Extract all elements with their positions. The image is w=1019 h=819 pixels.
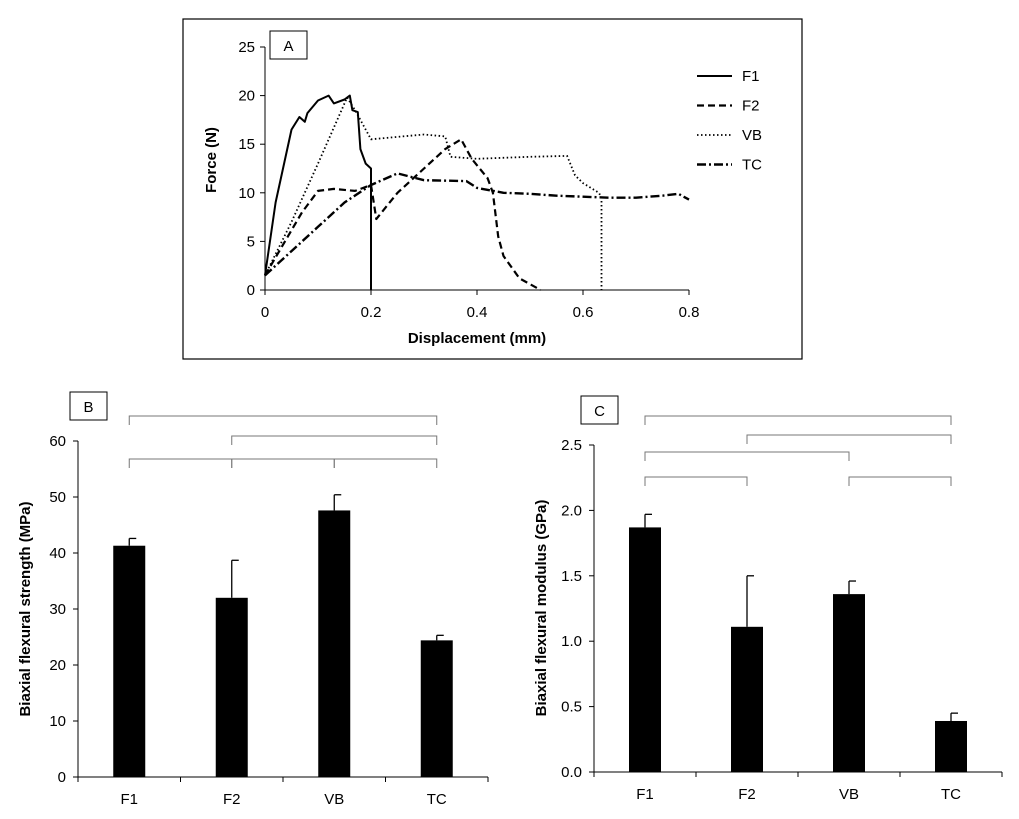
panel-b-bar-tc: [420, 640, 453, 777]
panel-a: A Displacement (mm) Force (N) 0 5 10 15 20 25…: [203, 30, 762, 347]
panel-a-y-tick-label: 25: [238, 39, 255, 56]
panel-b-bar-f1: [113, 545, 146, 777]
panel-b-significance-bracket: [128, 415, 438, 425]
panel-b: B Biaxial flexural strength (MPa) 0 10 20 3…: [17, 391, 489, 808]
panel-a-label: A: [283, 38, 293, 55]
panel-a-y-tick-label: 5: [247, 233, 255, 250]
panel-c-bar-f1: [629, 527, 661, 772]
panel-a-x-tick-label: 0.2: [361, 304, 382, 321]
panel-a-x-tick-label: 0.4: [467, 304, 488, 321]
panel-a-label-box: [269, 30, 308, 60]
panel-c-significance-bracket: [644, 415, 952, 425]
panel-b-bar-vb: [318, 510, 351, 777]
panel-c-y-tick-label: 1.0: [561, 633, 582, 650]
panel-c-significance-bracket: [644, 451, 850, 461]
panel-b-x-tick-label: F2: [223, 791, 241, 808]
panel-a-y-tick-label: 0: [247, 282, 255, 299]
panel-a-frame: [182, 18, 803, 360]
panel-c-y-tick-label: 2.0: [561, 502, 582, 519]
legend-label-tc: TC: [742, 157, 762, 174]
panel-c-x-tick-label: VB: [839, 786, 859, 803]
panel-c-y-tick-label: 0.5: [561, 699, 582, 716]
legend-label-f1: F1: [742, 68, 760, 85]
series-line-f2: [264, 138, 542, 291]
panel-b-label: B: [83, 399, 93, 416]
series-line-vb: [264, 96, 603, 290]
panel-b-x-tick-label: F1: [120, 791, 138, 808]
panel-c-y-tick-label: 0.0: [561, 764, 582, 781]
panel-a-x-tick-label: 0.6: [573, 304, 594, 321]
panel-c-label: C: [594, 403, 605, 420]
panel-c-significance-bracket: [848, 476, 952, 486]
panel-c-x-tick-label: F2: [738, 786, 756, 803]
panel-b-y-tick-label: 40: [49, 545, 66, 562]
panel-a-x-axis-title: Displacement (mm): [408, 330, 546, 347]
panel-b-significance-bracket: [128, 458, 233, 468]
panel-c: C Biaxial flexural modulus (GPa) 0.0 0.5 1…: [533, 395, 1003, 803]
panel-c-bar-tc: [935, 720, 967, 772]
panel-c-label-box: [580, 395, 619, 425]
panel-c-y-tick-label: 1.5: [561, 568, 582, 585]
panel-b-bar-f2: [215, 597, 248, 777]
panel-c-bar-vb: [833, 594, 865, 772]
panel-b-label-box: [69, 391, 108, 421]
series-line-tc: [264, 172, 690, 277]
panel-c-significance-bracket: [644, 476, 748, 486]
panel-b-y-axis-title: Biaxial flexural strength (MPa): [17, 501, 34, 716]
legend-label-vb: VB: [742, 127, 762, 144]
panel-c-bar-f2: [731, 626, 763, 772]
series-line-f1: [264, 94, 372, 290]
panel-a-y-axis-title: Force (N): [203, 127, 220, 193]
panel-a-y-tick-label: 15: [238, 136, 255, 153]
panel-b-y-tick-label: 0: [58, 769, 66, 786]
panel-b-significance-bracket: [231, 458, 335, 468]
panel-b-y-tick-label: 20: [49, 657, 66, 674]
panel-b-y-tick-label: 60: [49, 433, 66, 450]
panel-b-y-tick-label: 10: [49, 713, 66, 730]
panel-a-x-tick-label: 0.8: [679, 304, 700, 321]
panel-a-y-tick-label: 20: [238, 88, 255, 105]
panel-b-significance-bracket: [333, 458, 438, 468]
legend-label-f2: F2: [742, 98, 760, 115]
panel-b-y-tick-label: 50: [49, 489, 66, 506]
panel-b-x-tick-label: VB: [324, 791, 344, 808]
panel-c-y-axis-title: Biaxial flexural modulus (GPa): [533, 500, 550, 717]
panel-c-x-tick-label: F1: [636, 786, 654, 803]
panel-c-y-tick-label: 2.5: [561, 437, 582, 454]
panel-a-y-tick-label: 10: [238, 185, 255, 202]
panel-a-x-tick-label: 0: [261, 304, 269, 321]
panel-b-x-tick-label: TC: [427, 791, 447, 808]
panel-c-significance-bracket: [746, 434, 952, 444]
panel-c-x-tick-label: TC: [941, 786, 961, 803]
panel-b-y-tick-label: 30: [49, 601, 66, 618]
panel-b-significance-bracket: [231, 435, 438, 445]
